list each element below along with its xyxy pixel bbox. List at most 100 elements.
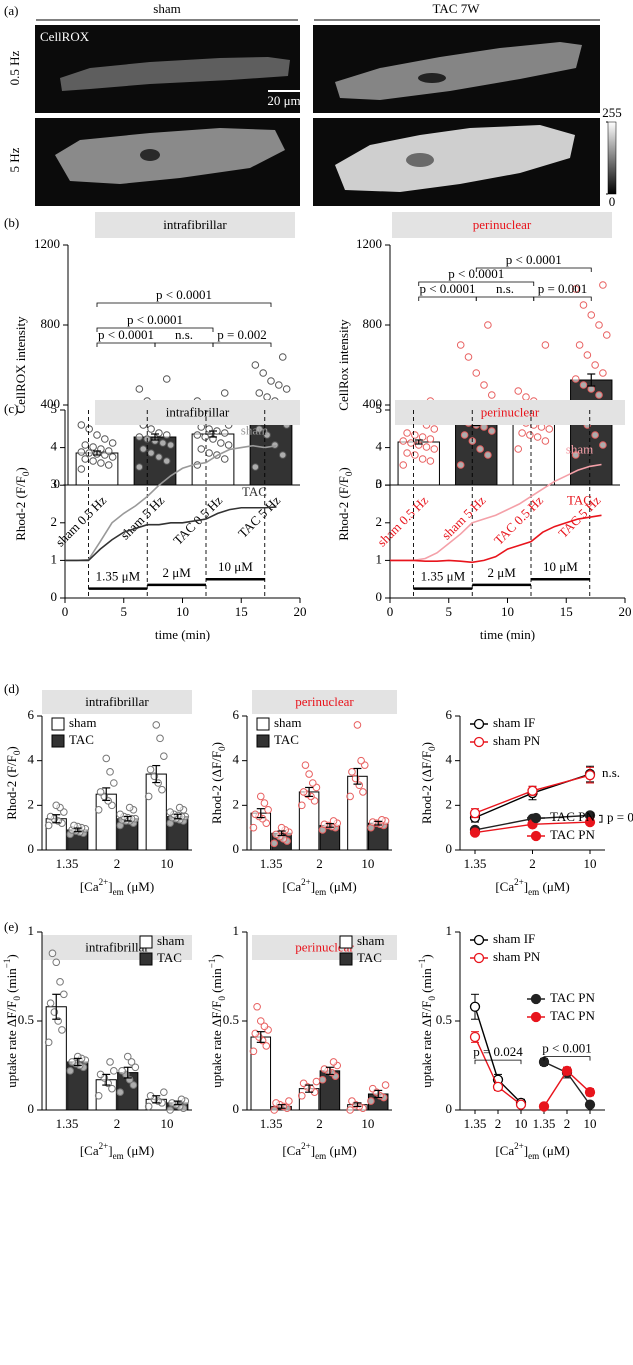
error-bar	[305, 786, 314, 798]
y-tick-label: 3	[51, 476, 58, 491]
legend-swatch	[256, 717, 270, 731]
y-tick-label: 1200	[34, 236, 60, 251]
data-point	[487, 427, 496, 435]
x-tick-label: 0	[387, 604, 394, 619]
x-tick-label: 15	[560, 604, 573, 619]
x-tick-label: 2	[529, 856, 536, 871]
data-point	[518, 429, 526, 437]
data-point	[318, 1075, 327, 1084]
data-point	[411, 431, 419, 439]
error-bar	[209, 430, 217, 438]
data-point	[147, 449, 155, 457]
error-bar	[152, 764, 161, 784]
x-tick-label: 10	[161, 856, 174, 871]
data-point	[96, 788, 105, 796]
data-point	[251, 463, 260, 471]
error-bar	[102, 787, 111, 802]
marker	[473, 952, 485, 964]
y-axis-label-part: 0	[12, 750, 22, 755]
data-point	[44, 1038, 53, 1047]
annotation: p = 0.024	[473, 1044, 523, 1059]
bracket	[599, 814, 603, 823]
data-point	[251, 810, 260, 819]
x-axis-label: time (min)	[480, 627, 535, 642]
panel-label: (a)	[4, 3, 18, 18]
annotation: p < 0.001	[542, 1041, 592, 1056]
panel-title: perinuclear	[481, 404, 540, 419]
data-point	[106, 1058, 114, 1066]
data-point	[571, 375, 580, 383]
y-tick-label: 2	[233, 796, 240, 811]
data-point	[162, 375, 171, 383]
y-tick-label: 1	[233, 923, 240, 938]
data-point	[97, 459, 105, 467]
y-axis-label-part: 0	[427, 996, 437, 1001]
marker	[530, 830, 542, 842]
data-point	[77, 465, 86, 473]
x-axis-label-part: ]	[524, 879, 528, 894]
bracket	[418, 296, 477, 301]
panel-title: intrafibrillar	[163, 217, 227, 232]
y-axis-label-part: 0	[344, 471, 354, 476]
data-point	[270, 1106, 279, 1114]
data-point	[155, 453, 163, 461]
legend-label: TAC PN	[550, 990, 595, 1005]
data-point	[89, 457, 97, 465]
data-point	[68, 1058, 76, 1066]
error-bar	[374, 1089, 383, 1099]
error-bar	[102, 1073, 111, 1086]
annotation: n.s.	[496, 281, 514, 296]
x-axis-label-part: (μM)	[124, 1143, 154, 1158]
y-axis-label-part: )	[13, 467, 28, 471]
data-point	[94, 1091, 103, 1100]
marker	[469, 808, 481, 819]
data-point	[522, 393, 530, 401]
data-point	[456, 341, 465, 349]
y-axis-label: Rhod-2 (F/F0)	[4, 746, 22, 820]
x-axis-label-part: (μM)	[326, 1143, 356, 1158]
data-point	[129, 1081, 138, 1089]
bracket	[475, 267, 592, 272]
data-point	[602, 331, 611, 339]
data-point	[166, 1106, 174, 1114]
data-point	[256, 1017, 265, 1025]
x-axis-label-part: [Ca	[495, 1143, 514, 1158]
period-label: 2 μM	[487, 565, 516, 580]
y-tick-label: 2	[51, 514, 58, 529]
bracket	[96, 342, 156, 347]
data-point	[70, 821, 78, 830]
data-point	[301, 761, 310, 769]
y-tick-label: 6	[28, 707, 35, 722]
y-tick-label: 400	[41, 396, 61, 411]
stain-label: CellROX	[40, 29, 90, 44]
error-bar	[277, 1104, 286, 1109]
data-point	[146, 765, 155, 774]
error-bar	[414, 439, 423, 445]
x-tick-label: TAC 0.5 Hz	[491, 492, 546, 547]
error-bar	[123, 815, 132, 822]
y-axis-label-part: −1	[207, 959, 217, 969]
x-tick-label: 1.35	[533, 1116, 556, 1131]
title-box	[42, 935, 192, 960]
x-tick-label: 2	[495, 1116, 502, 1131]
x-tick-label: 10	[515, 1116, 528, 1131]
marker	[515, 1099, 527, 1110]
legend-label: sham	[274, 715, 301, 730]
x-axis-label-part: ]	[108, 1143, 112, 1158]
panel-label: (d)	[4, 681, 19, 696]
x-axis-label-part: [Ca	[282, 879, 301, 894]
y-tick-label: 1	[28, 923, 35, 938]
marker	[473, 736, 485, 748]
data-point	[579, 301, 588, 309]
error-bar	[173, 1100, 182, 1106]
legend-label: TAC PN	[550, 1008, 595, 1023]
data-point	[308, 779, 317, 787]
data-point	[418, 433, 427, 441]
legend-label: TAC PN	[550, 809, 595, 824]
data-point	[571, 451, 580, 459]
x-tick-label: 2	[114, 1116, 121, 1131]
data-point	[263, 431, 271, 439]
bracket	[418, 281, 535, 286]
y-tick-label: 0.5	[223, 1012, 239, 1027]
y-tick-label: 6	[233, 707, 240, 722]
